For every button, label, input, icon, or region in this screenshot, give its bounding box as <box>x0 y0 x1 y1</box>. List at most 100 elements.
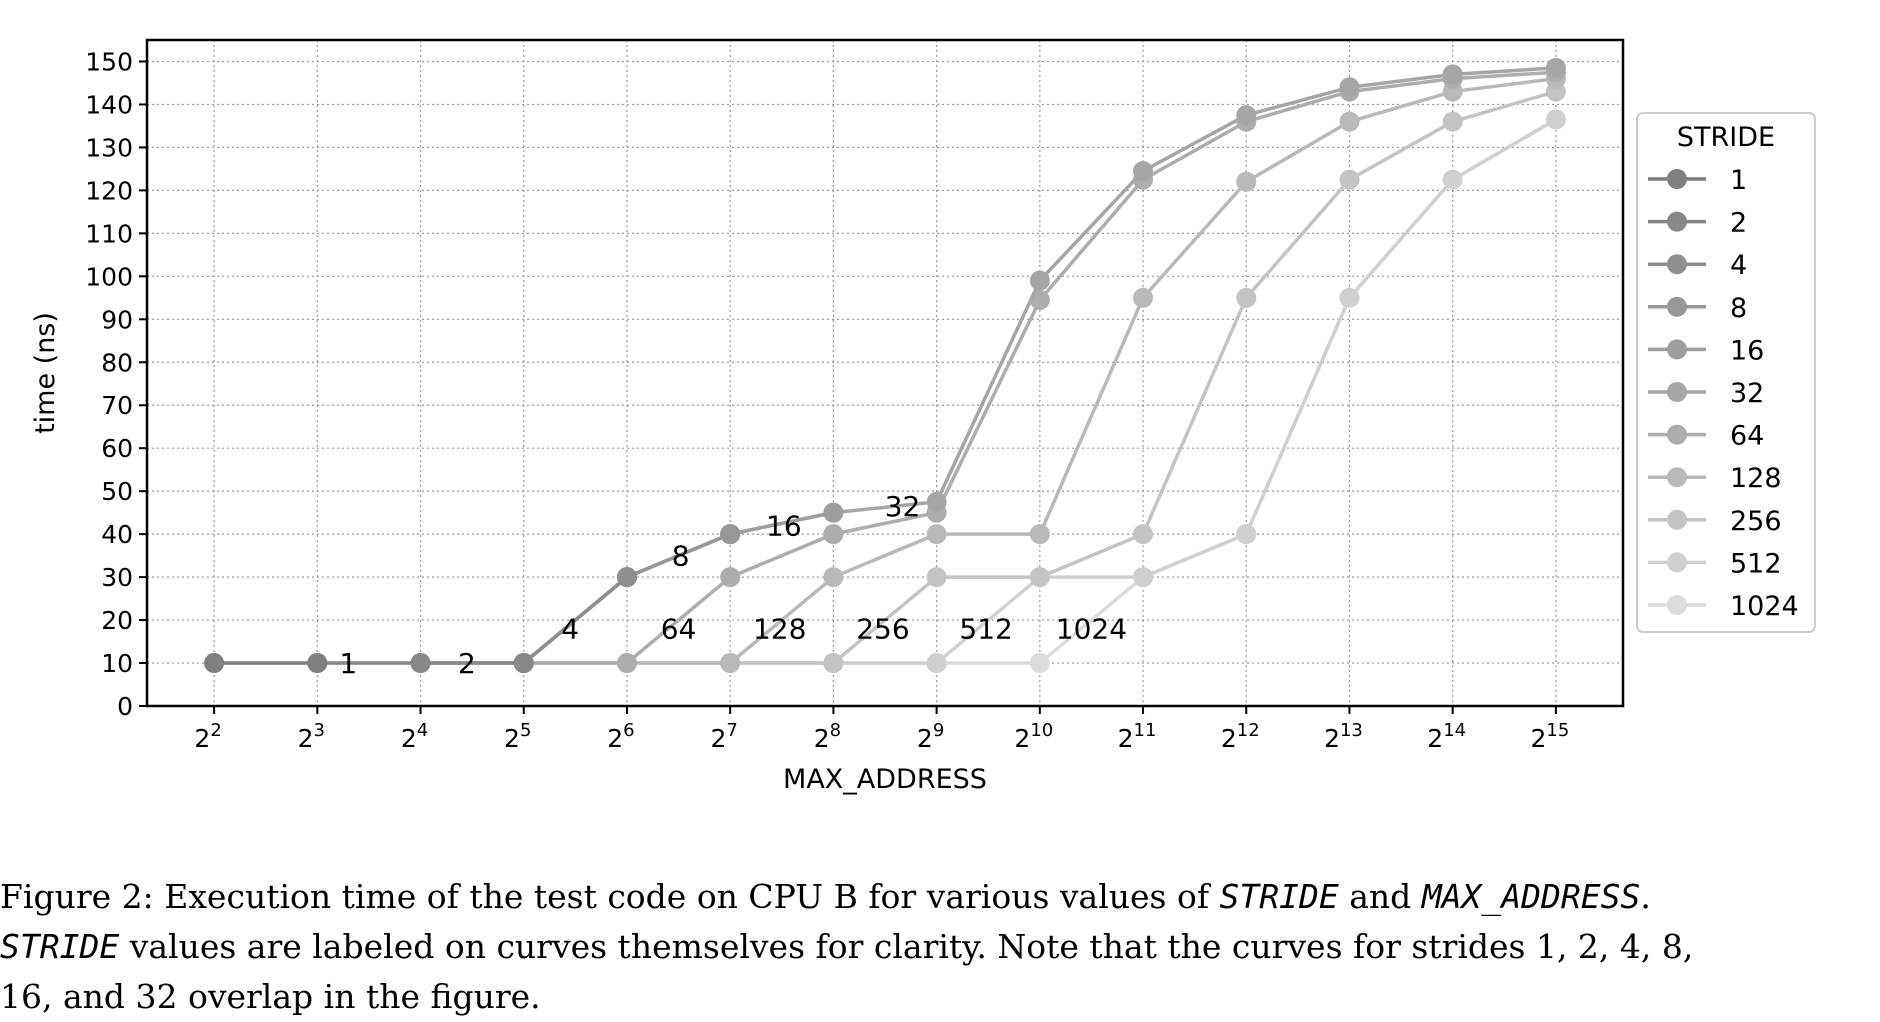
y-tick-label: 120 <box>85 176 133 205</box>
curve-annotations: 1 2 4 8 16 32 64 128 256 512 1024 <box>339 490 1127 680</box>
figure-caption: Figure 2: Execution time of the test cod… <box>0 872 1880 1022</box>
legend-label: 512 <box>1730 548 1782 579</box>
caption-text: and <box>1338 877 1422 916</box>
legend-swatch-marker <box>1667 254 1687 275</box>
curve-label-512: 512 <box>959 613 1012 646</box>
caption-line-2: STRIDE values are labeled on curves them… <box>0 922 1880 972</box>
legend-item-2: 2 <box>1648 208 1747 239</box>
data-point-16 <box>823 502 844 523</box>
caption-stride-term: STRIDE <box>1219 877 1339 916</box>
legend-item-128: 128 <box>1648 463 1782 494</box>
series-256 <box>720 81 1566 674</box>
data-point-512 <box>1133 567 1154 588</box>
x-tick-label: 29 <box>917 720 944 753</box>
data-point-512 <box>1545 109 1566 130</box>
x-tick-label: 210 <box>1014 720 1053 753</box>
grid-lines <box>147 40 1623 707</box>
data-point-32 <box>1236 105 1257 126</box>
caption-max-address-term: MAX_ADDRESS <box>1421 877 1641 916</box>
y-tick-label: 150 <box>85 47 133 76</box>
y-tick-label: 80 <box>101 348 133 377</box>
data-point-128 <box>720 653 741 674</box>
data-point-64 <box>616 653 637 674</box>
caption-line-1: Figure 2: Execution time of the test cod… <box>0 872 1880 922</box>
curve-label-128: 128 <box>753 613 806 646</box>
legend-items: 1 2 4 8 16 32 64 128 256 512 1024 <box>1648 165 1799 622</box>
legend-item-64: 64 <box>1648 421 1764 452</box>
legend-swatch-marker <box>1667 509 1687 530</box>
data-point-32 <box>1545 57 1566 78</box>
legend-item-32: 32 <box>1648 378 1764 409</box>
legend-item-16: 16 <box>1648 335 1764 366</box>
data-point-128 <box>1236 171 1257 192</box>
legend-swatch-marker <box>1667 339 1687 360</box>
series-128 <box>616 68 1566 674</box>
data-point-1 <box>204 653 225 674</box>
x-tick-label: 213 <box>1324 720 1363 753</box>
legend-item-512: 512 <box>1648 548 1782 579</box>
legend-label: 32 <box>1730 378 1764 409</box>
x-tick-label: 27 <box>710 720 737 753</box>
data-point-64 <box>823 524 844 545</box>
y-tick-label: 140 <box>85 90 133 119</box>
legend-swatch-marker <box>1667 424 1687 445</box>
y-axis-label: time (ns) <box>30 312 61 434</box>
caption-stride-term: STRIDE <box>0 927 120 966</box>
data-point-128 <box>1339 111 1360 132</box>
data-point-1024 <box>1029 653 1050 674</box>
data-point-32 <box>1133 161 1154 182</box>
legend-label: 64 <box>1730 421 1764 452</box>
legend-title: STRIDE <box>1677 122 1775 153</box>
data-point-8 <box>720 524 741 545</box>
x-tick-label: 24 <box>401 720 428 753</box>
legend-label: 4 <box>1730 250 1747 281</box>
y-tick-label: 130 <box>85 133 133 162</box>
legend-label: 8 <box>1730 293 1747 324</box>
legend-swatch-marker <box>1667 296 1687 317</box>
legend-item-8: 8 <box>1648 293 1747 324</box>
legend-swatch-marker <box>1667 169 1687 189</box>
x-tick-label: 23 <box>298 720 325 753</box>
curve-label-8: 8 <box>672 540 690 573</box>
x-tick-label: 28 <box>814 720 841 753</box>
data-point-256 <box>1442 111 1463 132</box>
y-tick-label: 0 <box>117 692 133 721</box>
x-tick-label: 22 <box>194 720 221 753</box>
legend-item-256: 256 <box>1648 506 1782 537</box>
legend-item-1: 1 <box>1648 165 1747 196</box>
y-tick-label: 20 <box>101 606 133 635</box>
data-point-128 <box>926 524 947 545</box>
data-point-1 <box>307 653 328 674</box>
data-point-512 <box>1442 169 1463 190</box>
legend-label: 128 <box>1730 463 1782 494</box>
y-tick-label: 50 <box>101 477 133 506</box>
curve-label-1024: 1024 <box>1056 613 1127 646</box>
curve-label-2: 2 <box>458 647 476 680</box>
legend-label: 256 <box>1730 506 1782 537</box>
curve-label-4: 4 <box>561 613 579 646</box>
legend: STRIDE 1 2 4 8 16 32 64 128 256 512 1024 <box>1636 112 1816 633</box>
caption-text: values are labeled on curves themselves … <box>119 927 1694 966</box>
data-point-128 <box>1133 287 1154 308</box>
legend-frame <box>1636 112 1816 633</box>
data-point-256 <box>823 653 844 674</box>
x-tick-label: 214 <box>1427 720 1466 753</box>
series-line-8 <box>522 532 731 665</box>
series-1 <box>204 653 328 674</box>
curve-label-16: 16 <box>766 510 802 543</box>
data-point-256 <box>1029 567 1050 588</box>
data-point-32 <box>926 491 947 512</box>
legend-swatch-marker <box>1667 595 1687 615</box>
legend-item-4: 4 <box>1648 250 1747 281</box>
caption-line-3: 16, and 32 overlap in the figure. <box>0 972 1880 1022</box>
plot-area <box>145 38 1625 708</box>
caption-text: . <box>1640 877 1651 916</box>
series-1024 <box>204 109 1566 674</box>
data-point-4 <box>616 567 637 588</box>
legend-swatch-marker <box>1667 211 1687 232</box>
data-point-256 <box>1133 524 1154 545</box>
y-tick-label: 70 <box>101 391 133 420</box>
legend-label: 1024 <box>1730 591 1799 622</box>
y-tick-label: 60 <box>101 434 133 463</box>
